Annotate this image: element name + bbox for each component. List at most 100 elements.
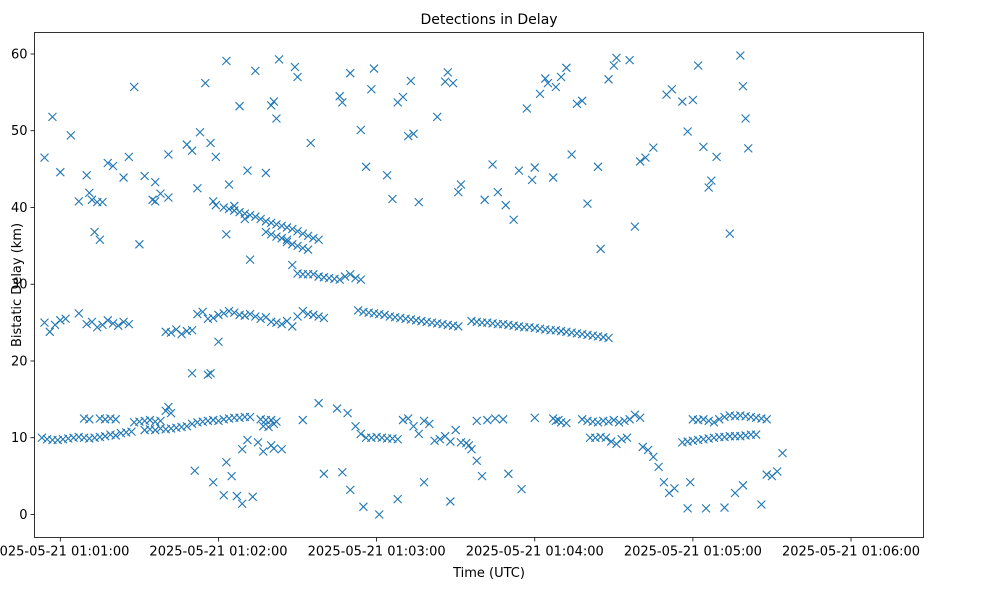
data-point-marker: [243, 166, 252, 176]
data-point-marker: [314, 235, 324, 245]
data-point-marker: [303, 245, 313, 255]
data-point-marker: [140, 171, 150, 181]
data-point-marker: [298, 306, 308, 316]
data-point-marker: [704, 416, 714, 426]
data-point-marker: [388, 194, 397, 204]
data-point-marker: [714, 414, 724, 424]
data-point-marker: [208, 477, 218, 487]
data-point-marker: [258, 447, 268, 456]
data-point-marker: [335, 275, 345, 285]
data-point-marker: [272, 318, 281, 327]
data-point-marker: [145, 415, 155, 425]
data-point-marker: [290, 62, 300, 72]
data-point-marker: [778, 448, 787, 458]
data-point-marker: [95, 235, 105, 245]
data-point-marker: [641, 153, 650, 162]
data-point-marker: [359, 502, 368, 512]
data-point-marker: [517, 484, 526, 494]
data-point-marker: [319, 313, 329, 323]
data-point-marker: [166, 328, 176, 337]
data-point-marker: [221, 457, 231, 467]
data-point-marker: [40, 318, 49, 327]
data-point-marker: [619, 416, 629, 426]
data-point-marker: [667, 84, 677, 94]
data-point-marker: [361, 162, 371, 172]
data-point-marker: [498, 414, 508, 424]
data-point-marker: [127, 427, 136, 436]
data-point-marker: [332, 404, 342, 413]
data-point-marker: [435, 434, 445, 444]
data-point-marker: [100, 431, 110, 441]
data-point-marker: [245, 255, 255, 265]
data-point-marker: [319, 469, 329, 479]
data-point-marker: [345, 485, 355, 495]
data-point-marker: [61, 314, 70, 324]
data-point-marker: [269, 444, 279, 453]
data-point-marker: [451, 425, 461, 435]
data-point-marker: [522, 104, 532, 113]
data-point-marker: [659, 477, 669, 487]
data-point-marker: [345, 269, 355, 279]
data-point-marker: [150, 196, 160, 206]
data-point-marker: [712, 152, 721, 162]
x-tick-label: 2025-05-21 01:04:00: [466, 545, 604, 560]
data-point-marker: [232, 491, 242, 501]
data-point-marker: [630, 410, 640, 420]
x-tick-label: 2025-05-21 01:02:00: [149, 545, 287, 560]
data-point-marker: [730, 488, 740, 498]
data-point-marker: [221, 229, 231, 239]
data-point-marker: [601, 433, 611, 443]
data-point-marker: [374, 510, 384, 519]
x-tick-label: 2025-05-21 01:05:00: [624, 545, 762, 560]
data-point-marker: [192, 309, 202, 319]
data-point-marker: [206, 368, 215, 378]
data-point-marker: [548, 173, 558, 182]
data-point-marker: [214, 337, 223, 347]
data-point-marker: [261, 227, 271, 237]
data-point-marker: [472, 416, 482, 426]
data-point-marker: [119, 173, 128, 182]
data-point-marker: [277, 319, 287, 329]
data-point-marker: [235, 207, 244, 217]
data-point-marker: [272, 114, 281, 123]
data-point-marker: [738, 480, 748, 490]
data-point-marker: [409, 129, 418, 139]
data-point-marker: [306, 138, 316, 148]
data-point-marker: [635, 157, 645, 166]
data-point-marker: [609, 61, 619, 70]
data-point-marker: [604, 333, 613, 343]
data-point-marker: [129, 82, 139, 92]
data-point-marker: [214, 310, 223, 320]
data-point-marker: [208, 313, 218, 323]
data-point-marker: [625, 55, 635, 65]
y-tick-label: 10: [11, 431, 28, 446]
data-point-marker: [617, 434, 627, 444]
data-point-marker: [240, 311, 250, 321]
data-point-marker: [245, 309, 255, 319]
data-point-marker: [337, 467, 347, 477]
data-point-marker: [119, 317, 128, 327]
data-point-marker: [124, 319, 134, 329]
data-point-marker: [277, 233, 287, 243]
data-point-marker: [148, 195, 157, 205]
data-point-marker: [403, 414, 413, 423]
data-point-marker: [648, 143, 658, 153]
x-tick-label: 2025-05-21 01:01:00: [0, 545, 129, 560]
data-point-marker: [40, 153, 49, 162]
data-point-marker: [503, 469, 513, 479]
data-point-marker: [208, 196, 218, 206]
data-point-marker: [638, 442, 648, 452]
data-point-marker: [501, 200, 511, 210]
data-point-marker: [490, 414, 500, 423]
data-point-marker: [461, 438, 471, 448]
data-point-marker: [561, 63, 571, 73]
data-point-marker: [90, 227, 99, 237]
data-point-marker: [198, 307, 208, 317]
data-point-marker: [308, 269, 318, 279]
data-point-marker: [701, 503, 711, 513]
data-point-marker: [604, 417, 613, 426]
data-point-marker: [720, 503, 729, 512]
data-point-marker: [762, 414, 772, 424]
data-point-marker: [648, 452, 658, 462]
